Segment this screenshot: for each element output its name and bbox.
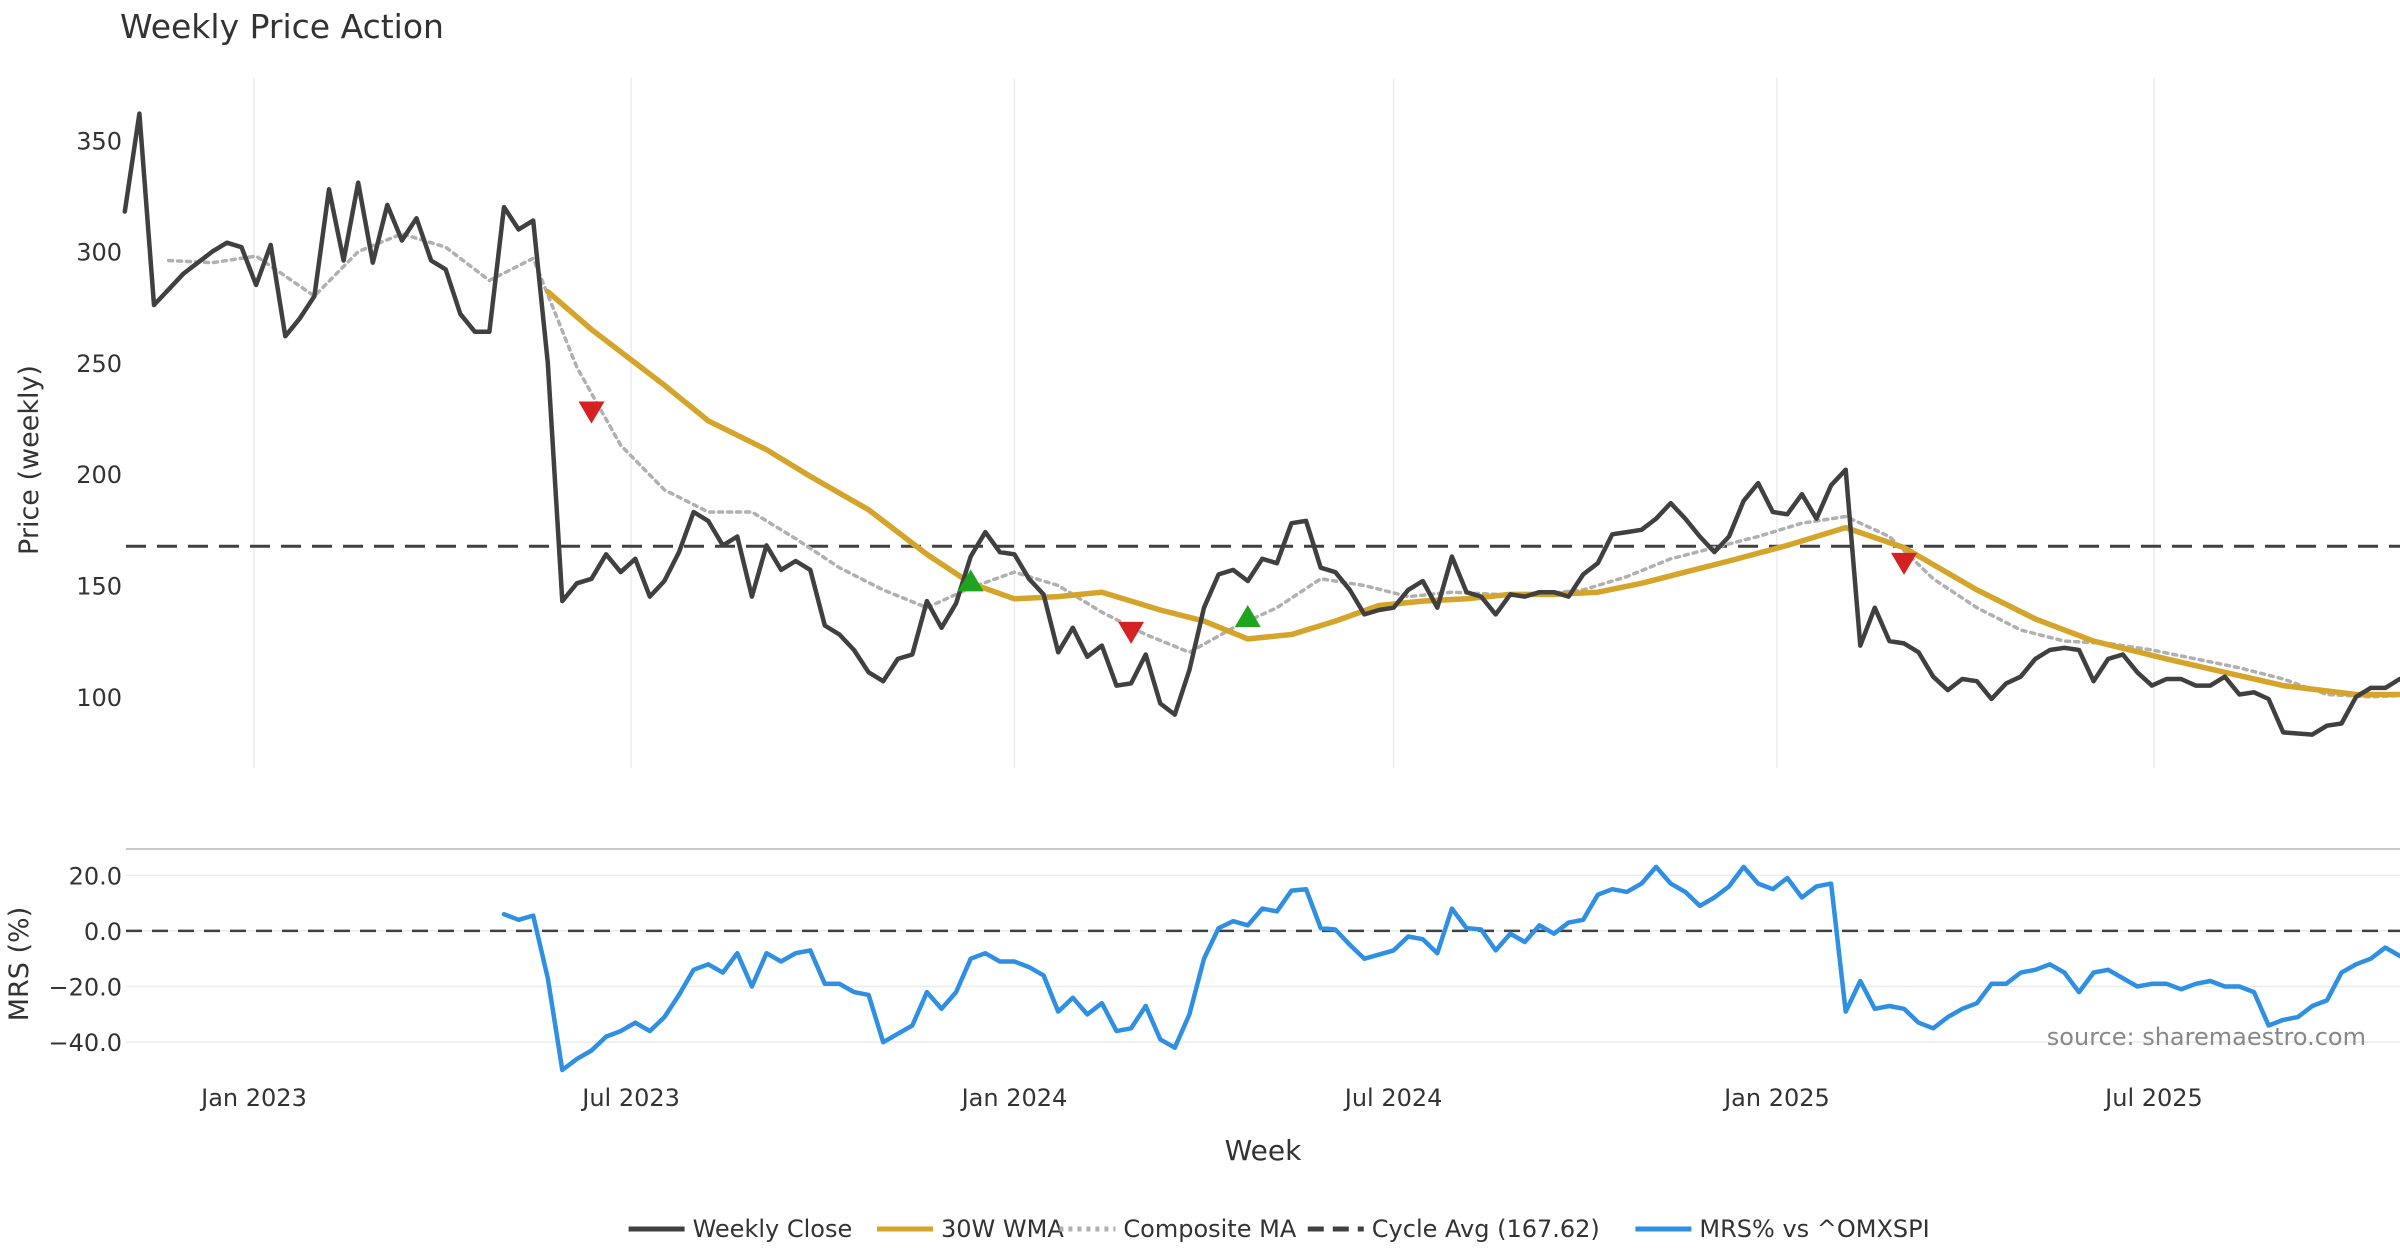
chart-title: Weekly Price Action	[120, 7, 444, 46]
legend: Weekly Close 30W WMA Composite MA Cycle Avg…	[628, 1215, 1930, 1243]
mrs-y-tick-40-0: −40.0	[48, 1029, 122, 1057]
series-weekly-close	[122, 111, 2400, 737]
legend-label-cycle-avg-167-62: Cycle Avg (167.62)	[1372, 1215, 1600, 1243]
mrs-y-axis-label: MRS (%)	[4, 907, 35, 1022]
sell-signal-marker-0	[578, 401, 605, 424]
price-y-tick-250: 250	[76, 350, 122, 378]
x-axis-label: Week	[1225, 1134, 1302, 1167]
price-y-axis: 100 150 200 250 300 350	[76, 127, 122, 711]
x-tick-label-jul-2024: Jul 2024	[1343, 1084, 1443, 1112]
legend-label-30w-wma: 30W WMA	[941, 1215, 1064, 1243]
legend-item-30w-wma: 30W WMA	[877, 1215, 1064, 1243]
price-grid	[253, 78, 2155, 768]
mrs-y-tick-20-0: −20.0	[48, 974, 122, 1002]
x-tick-label-jan-2025: Jan 2025	[1722, 1084, 1830, 1112]
x-tick-label-jan-2023: Jan 2023	[199, 1084, 307, 1112]
sell-signal-marker-2	[1118, 621, 1145, 644]
price-y-tick-150: 150	[76, 572, 122, 600]
series-composite-ma	[166, 232, 2400, 699]
buy-signal-marker-1	[957, 569, 984, 592]
source-watermark: source: sharemaestro.com	[2047, 1023, 2366, 1051]
sell-signal-marker-4	[1891, 552, 1917, 575]
legend-label-mrs-vs-omxspi: MRS% vs ^OMXSPI	[1699, 1215, 1929, 1243]
x-tick-label-jan-2024: Jan 2024	[960, 1084, 1068, 1112]
mrs-y-axis: 20.0 0.0 −20.0 −40.0	[48, 862, 122, 1057]
mrs-series-group	[126, 864, 2400, 1073]
legend-item-composite-ma: Composite MA	[1059, 1215, 1297, 1243]
legend-label-weekly-close: Weekly Close	[693, 1215, 853, 1243]
x-tick-label-jul-2023: Jul 2023	[580, 1084, 680, 1112]
price-y-tick-300: 300	[76, 239, 122, 267]
x-tick-label-jul-2025: Jul 2025	[2103, 1084, 2203, 1112]
legend-item-weekly-close: Weekly Close	[628, 1215, 853, 1243]
mrs-y-tick-0-0: 0.0	[84, 918, 122, 946]
price-y-tick-100: 100	[76, 684, 122, 712]
buy-signal-marker-3	[1234, 604, 1261, 628]
price-y-tick-200: 200	[76, 461, 122, 489]
legend-item-cycle-avg-167-62: Cycle Avg (167.62)	[1307, 1215, 1600, 1243]
price-series-group	[122, 111, 2400, 737]
mrs-y-tick-20-0: 20.0	[69, 862, 122, 890]
series-mrs-vs-omxspi	[501, 864, 2400, 1073]
series-30w-wma	[545, 288, 2400, 698]
signal-markers	[578, 401, 1917, 644]
price-y-tick-350: 350	[76, 127, 122, 155]
legend-label-composite-ma: Composite MA	[1123, 1215, 1296, 1243]
x-axis: Jan 2023 Jul 2023 Jan 2024 Jul 2024 Jan 2025…	[199, 1084, 2203, 1112]
price-y-axis-label: Price (weekly)	[14, 365, 45, 555]
legend-item-mrs-vs-omxspi: MRS% vs ^OMXSPI	[1635, 1215, 1930, 1243]
